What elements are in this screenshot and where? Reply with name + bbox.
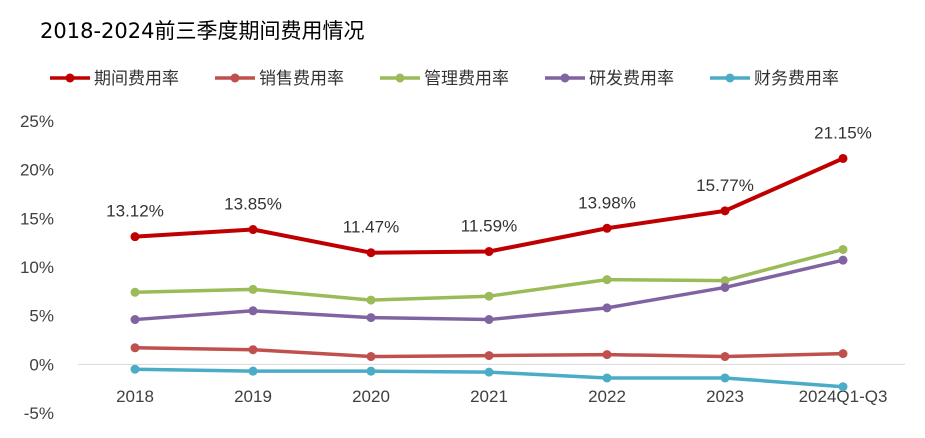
data-label: 11.47% — [343, 218, 399, 237]
x-tick-label: 2024Q1-Q3 — [799, 387, 888, 406]
data-point — [602, 373, 612, 383]
y-axis: -5% 0% 5% 10% 15% 20% 25% — [20, 112, 54, 423]
y-tick-label: 25% — [20, 112, 54, 131]
data-point — [130, 232, 140, 242]
x-tick-label: 2022 — [588, 387, 626, 406]
legend-item: 管理费用率 — [380, 69, 509, 89]
x-axis: 2018 2019 2020 2021 2022 2023 2024Q1-Q3 — [78, 363, 905, 406]
data-label: 11.59% — [461, 217, 517, 236]
data-point — [720, 206, 730, 216]
data-point — [838, 244, 848, 254]
series-5 — [130, 364, 848, 392]
y-tick-label: 0% — [29, 355, 54, 374]
data-point — [130, 343, 140, 353]
data-point — [484, 247, 494, 257]
legend-marker — [230, 73, 240, 83]
legend-item: 研发费用率 — [545, 69, 674, 89]
data-label: 13.98% — [578, 193, 636, 212]
data-point — [366, 366, 376, 376]
legend-label: 销售费用率 — [259, 69, 344, 89]
data-point — [484, 351, 494, 361]
data-label: 13.85% — [224, 195, 282, 214]
legend-item: 财务费用率 — [710, 69, 839, 89]
legend-label: 管理费用率 — [424, 69, 509, 89]
data-point — [838, 349, 848, 359]
data-point — [130, 287, 140, 297]
data-point — [248, 345, 258, 355]
legend-marker — [560, 73, 570, 83]
data-point — [602, 303, 612, 313]
y-tick-label: -5% — [24, 404, 54, 423]
data-point — [366, 313, 376, 323]
data-point — [248, 366, 258, 376]
y-tick-label: 10% — [20, 258, 54, 277]
data-point — [248, 284, 258, 294]
legend-label: 期间费用率 — [94, 69, 179, 89]
legend: 期间费用率 销售费用率 管理费用率 研发费用率 财务费用率 — [50, 69, 839, 89]
data-point — [366, 248, 376, 258]
data-point — [838, 153, 848, 163]
data-point — [366, 352, 376, 362]
data-point — [838, 382, 848, 392]
data-point — [366, 295, 376, 305]
data-point — [720, 282, 730, 292]
x-tick-label: 2020 — [352, 387, 390, 406]
x-tick-label: 2019 — [234, 387, 272, 406]
data-point — [248, 225, 258, 235]
legend-marker — [65, 73, 75, 83]
series-4 — [130, 255, 848, 325]
data-point — [602, 275, 612, 285]
series-3 — [130, 244, 848, 305]
plot-area: 13.12% 13.85% 11.47% 11.59% 13.98% 15.77% 21.1… — [106, 123, 872, 392]
data-point — [484, 291, 494, 301]
legend-item: 销售费用率 — [215, 69, 344, 89]
x-tick-label: 2023 — [706, 387, 744, 406]
x-tick-label: 2021 — [470, 387, 508, 406]
legend-item: 期间费用率 — [50, 69, 179, 89]
data-point — [838, 255, 848, 265]
data-label: 13.12% — [106, 202, 164, 221]
chart-title: 2018-2024前三季度期间费用情况 — [40, 19, 364, 43]
data-point — [130, 364, 140, 374]
data-point — [720, 276, 730, 286]
data-point — [720, 373, 730, 383]
data-point — [484, 367, 494, 377]
data-label: 21.15% — [814, 123, 872, 142]
data-label: 15.77% — [696, 176, 754, 195]
data-point — [130, 315, 140, 325]
y-tick-label: 5% — [29, 307, 54, 326]
legend-label: 财务费用率 — [754, 69, 839, 89]
x-tick-label: 2018 — [116, 387, 154, 406]
series-2 — [130, 343, 848, 362]
data-point — [602, 350, 612, 360]
data-point — [720, 352, 730, 362]
data-point — [484, 315, 494, 325]
legend-label: 研发费用率 — [589, 69, 674, 89]
legend-marker — [395, 73, 405, 83]
data-point — [248, 306, 258, 316]
y-tick-label: 20% — [20, 161, 54, 180]
series-1: 13.12% 13.85% 11.47% 11.59% 13.98% 15.77% 21.1… — [106, 123, 872, 258]
data-point — [602, 223, 612, 233]
legend-marker — [725, 73, 735, 83]
y-tick-label: 15% — [20, 209, 54, 228]
